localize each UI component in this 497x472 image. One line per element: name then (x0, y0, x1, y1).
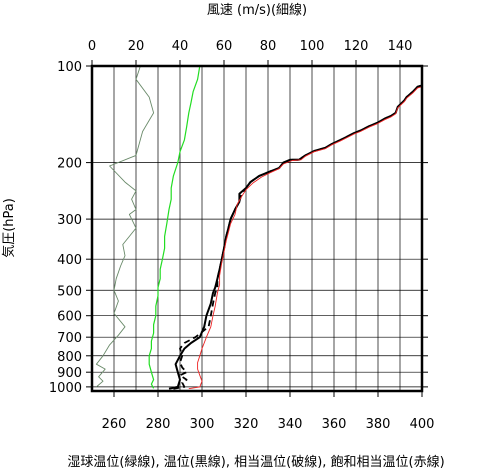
tick-label-theta: 300 (190, 417, 215, 432)
tick-label-wind: 40 (172, 39, 189, 54)
tick-label-wind: 140 (388, 39, 413, 54)
series-温位 (168, 84, 423, 390)
tick-label-pressure: 300 (57, 213, 82, 228)
tick-label-pressure: 800 (57, 350, 82, 365)
top-axis-title: 風速 (m/s)(細線) (207, 2, 307, 18)
tick-label-wind: 60 (216, 39, 233, 54)
tick-label-theta: 380 (366, 417, 391, 432)
grid-lines (92, 65, 422, 391)
plot-frame (90, 64, 424, 393)
series-相当温位 (173, 84, 423, 390)
tick-label-wind: 20 (128, 39, 145, 54)
tick-label-wind: 0 (88, 39, 96, 54)
tick-label-theta: 260 (102, 417, 127, 432)
tick-label-theta: 400 (410, 417, 435, 432)
tick-label-wind: 120 (344, 39, 369, 54)
x-axis-title: 湿球温位(緑線), 温位(黒線), 相当温位(破線), 飽和相当温位(赤線) (67, 454, 444, 470)
tick-label-pressure: 400 (57, 253, 82, 268)
y-axis-title: 気圧(hPa) (1, 198, 17, 258)
tick-label-pressure: 700 (57, 331, 82, 346)
tick-label-pressure: 500 (57, 284, 82, 299)
tick-label-theta: 360 (322, 417, 347, 432)
tick-label-pressure: 100 (57, 60, 82, 75)
tick-label-wind: 80 (260, 39, 277, 54)
tick-label-theta: 340 (278, 417, 303, 432)
tick-label-pressure: 900 (57, 366, 82, 381)
axis-ticks: 260 280 300 320 340 360 380 400 0 20 40 60 80 100 120 1… (49, 39, 435, 432)
tick-label-pressure: 600 (57, 310, 82, 325)
tick-label-pressure: 200 (57, 157, 82, 172)
series-湿球温位 (148, 65, 201, 389)
tick-label-pressure: 1000 (49, 381, 82, 396)
series-飽和相当温位 (188, 86, 423, 390)
tick-label-theta: 280 (146, 417, 171, 432)
tick-label-theta: 320 (234, 417, 259, 432)
series-風速 (95, 65, 155, 388)
series-group (95, 65, 423, 390)
tick-label-wind: 100 (300, 39, 325, 54)
